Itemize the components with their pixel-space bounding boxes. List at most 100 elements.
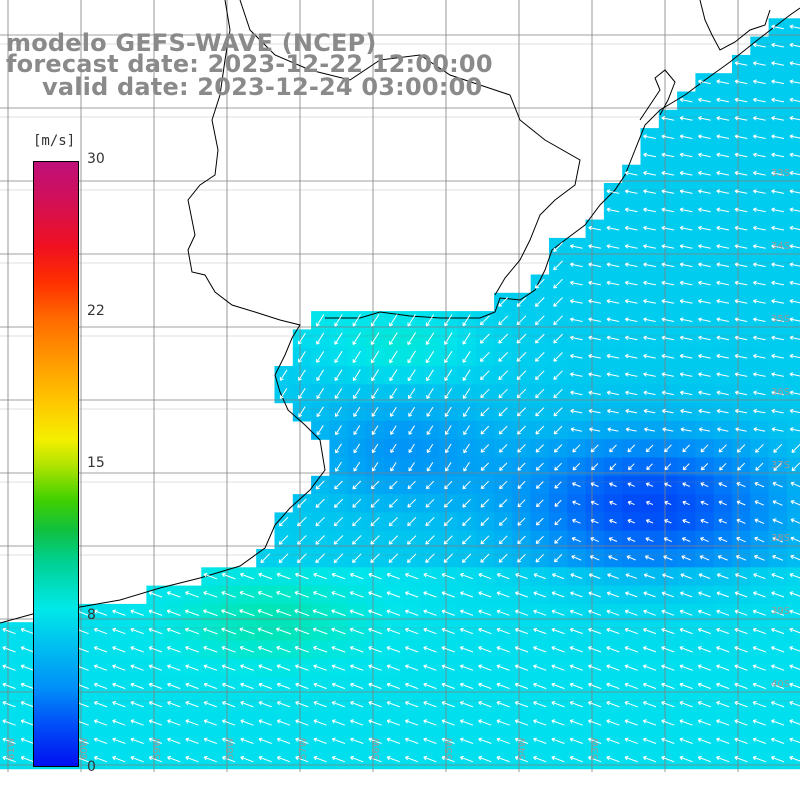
wind-arrow — [682, 519, 690, 524]
wind-arrow — [569, 335, 583, 341]
wind-arrow — [534, 278, 545, 289]
wind-arrow — [407, 480, 416, 490]
wind-arrow — [331, 719, 346, 726]
wind-arrow — [386, 646, 401, 653]
wind-arrow — [734, 646, 748, 653]
wind-arrow — [386, 682, 400, 690]
wind-arrow — [203, 645, 218, 653]
wind-arrow — [682, 444, 691, 453]
wind-arrow — [664, 482, 672, 487]
wind-arrow — [569, 737, 583, 744]
wind-arrow — [645, 444, 654, 453]
wind-arrow — [185, 646, 199, 653]
wind-arrow — [460, 572, 474, 580]
wind-arrow — [734, 353, 748, 359]
wind-arrow — [643, 207, 656, 213]
wind-arrow — [627, 500, 635, 506]
wind-arrow — [480, 462, 490, 471]
wind-arrow — [294, 645, 309, 653]
wind-arrow — [239, 590, 255, 598]
speed-cell — [786, 311, 800, 330]
wind-arrow — [790, 481, 800, 488]
wind-arrow — [606, 189, 620, 194]
wind-arrow — [771, 299, 784, 304]
wind-arrow — [334, 314, 343, 327]
wind-arrow — [516, 297, 527, 307]
speed-cell — [786, 420, 800, 440]
wind-arrow — [771, 573, 784, 580]
wind-arrow — [130, 719, 144, 726]
wind-arrow — [588, 244, 601, 249]
wind-arrow — [167, 701, 181, 708]
wind-arrow — [624, 207, 638, 213]
wind-arrow — [517, 553, 526, 563]
wind-arrow — [642, 755, 657, 763]
wind-arrow — [771, 207, 784, 213]
wind-arrow — [221, 591, 236, 598]
wind-arrow — [661, 390, 674, 396]
wind-arrow — [278, 516, 289, 527]
wind-arrow — [295, 701, 309, 708]
wind-arrow — [625, 573, 637, 579]
wind-arrow — [753, 335, 766, 341]
wind-arrow — [386, 737, 400, 744]
wind-arrow — [553, 425, 563, 435]
wind-arrow — [276, 701, 291, 708]
wind-arrow — [569, 646, 583, 653]
speed-cell — [786, 292, 800, 312]
wind-arrow — [312, 609, 328, 617]
wind-arrow — [609, 519, 617, 524]
wind-arrow — [350, 701, 364, 708]
wind-arrow — [443, 517, 453, 527]
wind-arrow — [496, 664, 510, 671]
wind-arrow — [371, 462, 379, 472]
speed-cell — [786, 18, 800, 38]
wind-arrow — [350, 755, 364, 763]
wind-arrow — [130, 664, 144, 671]
wind-arrow — [459, 701, 474, 708]
wind-arrow — [295, 737, 309, 744]
wind-arrow — [112, 609, 126, 616]
wind-arrow — [589, 555, 600, 561]
wind-arrow — [643, 225, 656, 231]
wind-arrow — [697, 737, 712, 744]
wind-arrow — [405, 701, 419, 708]
wind-arrow — [771, 24, 784, 30]
wind-arrow — [590, 537, 599, 543]
wind-arrow — [441, 572, 455, 580]
speed-cell — [786, 549, 800, 568]
wind-arrow — [386, 719, 400, 726]
wind-arrow — [588, 646, 602, 653]
wind-arrow — [679, 262, 693, 268]
wind-arrow — [734, 170, 748, 176]
wind-arrow — [112, 627, 126, 635]
wind-arrow — [148, 755, 163, 763]
wind-arrow — [789, 317, 800, 322]
wind-arrow — [789, 42, 800, 48]
wind-arrow — [643, 317, 656, 322]
wind-arrow — [752, 755, 766, 763]
wind-arrow — [517, 462, 526, 471]
wind-arrow — [258, 664, 273, 671]
wind-arrow — [588, 573, 601, 579]
wind-arrow — [278, 535, 289, 545]
wind-arrow — [167, 719, 181, 726]
wind-arrow — [789, 262, 800, 267]
wind-arrow — [514, 682, 529, 690]
wind-arrow — [423, 591, 437, 598]
wind-arrow — [389, 314, 398, 327]
wind-arrow — [368, 591, 382, 598]
wind-arrow — [407, 314, 416, 327]
wind-arrow — [680, 408, 692, 414]
speed-cell — [786, 256, 800, 276]
wind-arrow — [371, 425, 379, 435]
wind-arrow — [588, 719, 602, 726]
lat-label: 37S — [771, 460, 790, 471]
wind-arrow — [313, 682, 327, 690]
wind-arrow — [445, 443, 452, 454]
wind-arrow — [609, 463, 617, 471]
wind-arrow — [297, 553, 307, 564]
wind-arrow — [772, 500, 783, 506]
wind-arrow — [790, 536, 800, 543]
wind-arrow — [443, 535, 453, 545]
